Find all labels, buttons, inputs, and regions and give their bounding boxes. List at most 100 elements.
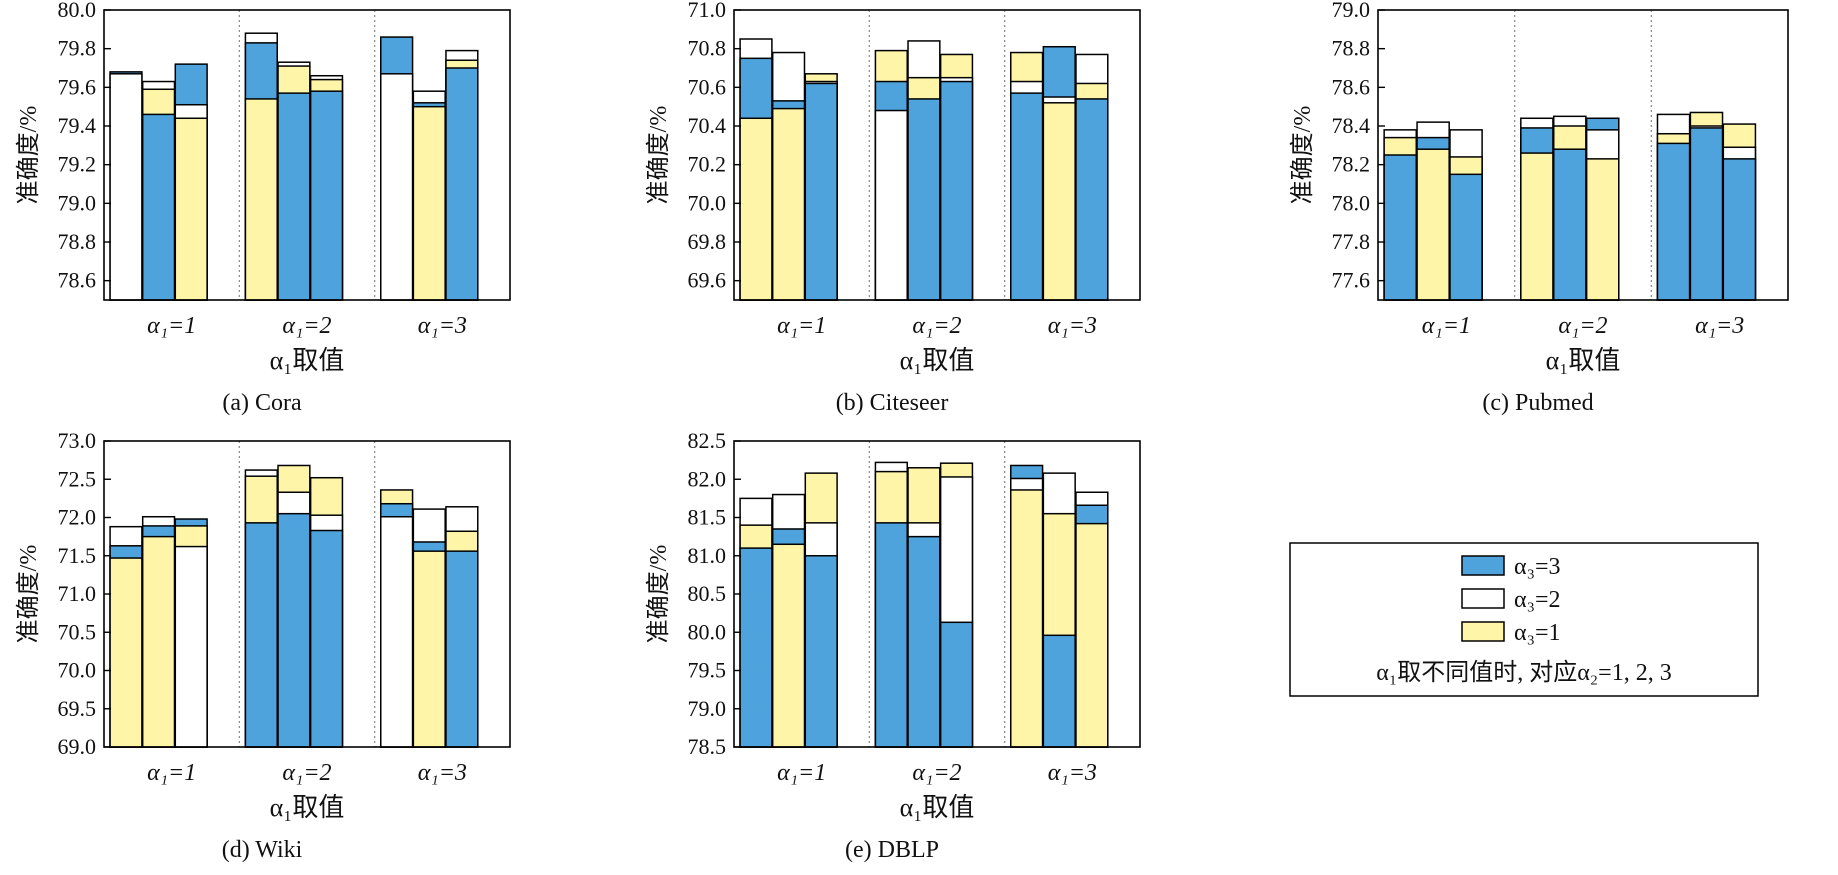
bar-alpha3-3 (939, 621, 974, 748)
plot-frame (103, 9, 511, 301)
legend-swatch-alpha3-2 (1461, 588, 1505, 609)
y-tick-label: 78.2 (1332, 152, 1371, 177)
bar-alpha3-3 (1075, 98, 1109, 301)
chart-panel-4: 73.0 72.5 72.0 71.5 71.0 70.5 70.0 69.5 69.0 α₁=1… (15, 428, 511, 863)
legend-label-alpha3-2: α₃=2 (1514, 587, 1560, 613)
y-tick-label: 80.5 (688, 581, 727, 606)
plot-frame (733, 9, 1141, 301)
y-tick-label: 78.5 (688, 734, 727, 759)
bar-alpha3-1 (141, 535, 176, 748)
x-category-label: α₁=2 (912, 313, 961, 339)
chart-panel-1: 80.0 79.8 79.6 79.4 79.2 79.0 78.8 78.6 α₁=1 α₁=2… (15, 0, 511, 416)
bar-alpha3-3 (907, 98, 941, 301)
legend-label-alpha3-1: α₃=1 (1514, 620, 1560, 646)
y-tick-label: 78.6 (1332, 74, 1371, 99)
y-tick-label: 69.0 (58, 734, 97, 759)
y-tick-label: 78.8 (1332, 36, 1371, 61)
y-tick-label: 72.0 (58, 505, 97, 530)
bar-alpha3-3 (1552, 148, 1587, 301)
y-tick-label: 77.6 (1332, 268, 1371, 293)
legend-swatch-alpha3-1 (1461, 621, 1505, 642)
bar-alpha3-3 (804, 82, 838, 301)
y-tick-label: 70.8 (688, 36, 727, 61)
bar-alpha3-3 (1722, 158, 1757, 301)
x-category-label: α₁=1 (1422, 313, 1471, 339)
y-tick-label: 79.0 (58, 190, 97, 215)
chart-panel-3: 79.0 78.8 78.6 78.4 78.2 78.0 77.8 77.6 α₁=1 α₁=2… (1289, 0, 1789, 416)
legend: α₃=3 α₃=2 α₃=1 α₁取不同值时, 对应α₂=1, 2, 3 (1289, 542, 1759, 697)
y-tick-label: 81.5 (688, 505, 727, 530)
y-tick-label: 69.5 (58, 696, 97, 721)
legend-box (1289, 542, 1759, 697)
legend-note: α₁取不同值时, 对应α₂=1, 2, 3 (1376, 659, 1671, 686)
x-axis-title: α₁取值 (900, 346, 975, 375)
x-axis-title: α₁取值 (900, 793, 975, 822)
x-axis-title: α₁取值 (270, 793, 345, 822)
bar-alpha3-1 (244, 98, 278, 301)
bar-alpha3-1 (771, 107, 806, 301)
bar-alpha3-1 (109, 557, 143, 748)
y-axis-title: 准确度/% (645, 106, 672, 205)
bar-alpha3-2 (380, 515, 414, 748)
x-category-label: α₁=3 (418, 760, 467, 786)
y-tick-label: 70.2 (688, 152, 727, 177)
bar-alpha3-3 (1383, 154, 1418, 301)
bar-alpha3-3 (907, 535, 941, 748)
panel-caption: (c) Pubmed (1482, 390, 1593, 416)
y-tick-label: 71.0 (58, 581, 97, 606)
bar-alpha3-2 (380, 73, 414, 301)
bar-alpha3-1 (412, 105, 446, 301)
y-tick-label: 77.8 (1332, 229, 1371, 254)
y-tick-label: 70.6 (688, 74, 727, 99)
panel-caption: (e) DBLP (845, 837, 939, 863)
y-tick-label: 79.6 (58, 74, 97, 99)
bar-alpha3-3 (309, 90, 344, 301)
panel-caption: (d) Wiki (222, 837, 303, 863)
y-axis-title: 准确度/% (15, 106, 42, 205)
bar-alpha3-1 (412, 550, 446, 748)
bar-alpha3-3 (1042, 634, 1076, 748)
bar-alpha3-3 (445, 550, 479, 748)
bar-alpha3-1 (1010, 489, 1044, 748)
x-category-label: α₁=2 (1558, 313, 1607, 339)
y-tick-label: 71.0 (688, 0, 727, 22)
x-category-label: α₁=2 (282, 313, 331, 339)
plot-frame (1377, 9, 1789, 301)
panel-caption: (a) Cora (222, 390, 302, 416)
bar-alpha3-3 (277, 92, 311, 301)
x-category-label: α₁=2 (282, 760, 331, 786)
x-category-label: α₁=3 (1048, 760, 1097, 786)
bar-alpha3-3 (804, 555, 838, 748)
x-category-label: α₁=2 (912, 760, 961, 786)
chart-panel-5: 82.5 82.0 81.5 81.0 80.5 80.0 79.5 79.0 78.5 α₁=1… (645, 428, 1141, 863)
y-tick-label: 79.0 (1332, 0, 1371, 22)
y-axis-title: 准确度/% (1289, 106, 1316, 205)
y-tick-label: 78.8 (58, 229, 97, 254)
y-axis-title: 准确度/% (15, 545, 42, 644)
bar-alpha3-1 (1042, 102, 1076, 301)
bar-alpha3-3 (1010, 92, 1044, 301)
y-tick-label: 72.5 (58, 466, 97, 491)
y-tick-label: 73.0 (58, 428, 97, 453)
y-tick-label: 81.0 (688, 543, 727, 568)
y-tick-label: 79.0 (688, 696, 727, 721)
bar-alpha3-3 (244, 522, 278, 748)
y-tick-label: 82.0 (688, 466, 727, 491)
y-tick-label: 79.4 (58, 113, 97, 138)
y-tick-label: 70.0 (688, 190, 727, 215)
bar-alpha3-1 (1075, 522, 1109, 748)
y-tick-label: 80.0 (58, 0, 97, 22)
y-tick-label: 79.2 (58, 152, 97, 177)
x-category-label: α₁=1 (777, 760, 826, 786)
y-tick-label: 79.5 (688, 658, 727, 683)
bar-alpha3-3 (874, 522, 908, 748)
legend-label-alpha3-3: α₃=3 (1514, 554, 1560, 580)
legend-swatch-alpha3-3 (1461, 555, 1505, 576)
y-tick-label: 79.8 (58, 36, 97, 61)
y-tick-label: 70.0 (58, 658, 97, 683)
chart-panels: 80.0 79.8 79.6 79.4 79.2 79.0 78.8 78.6 α₁=1 α₁=2… (15, 0, 1789, 863)
bar-alpha3-1 (1520, 152, 1554, 301)
y-tick-label: 82.5 (688, 428, 727, 453)
chart-panel-2: 71.0 70.8 70.6 70.4 70.2 70.0 69.8 69.6 α₁=1 α₁=2… (645, 0, 1141, 416)
x-axis-title: α₁取值 (270, 346, 345, 375)
